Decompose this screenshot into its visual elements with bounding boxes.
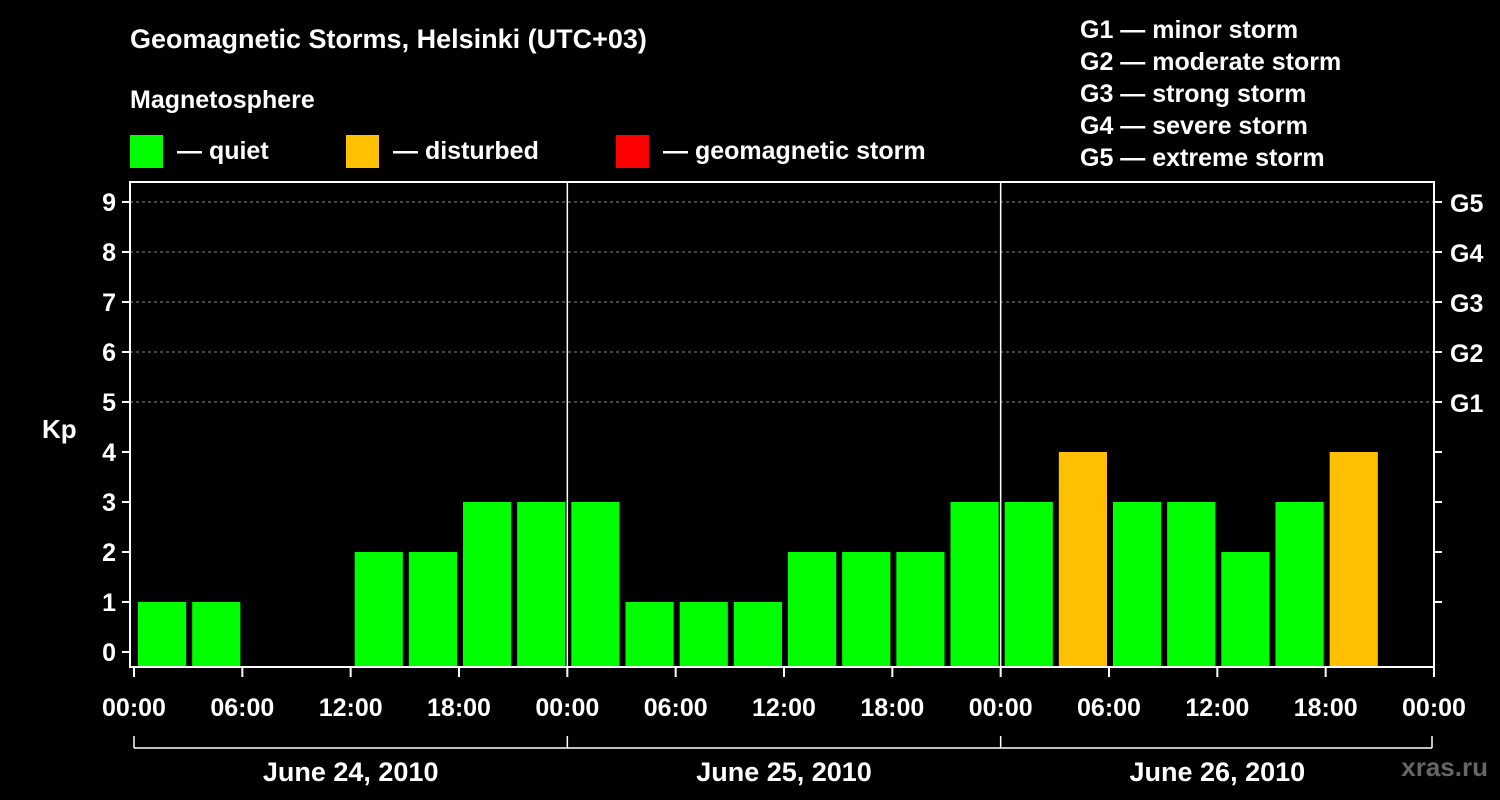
legend-label-disturbed: — disturbed [393,136,539,165]
x-tick-label-3: 18:00 [427,694,491,722]
x-tick-label-12: 00:00 [1402,694,1466,722]
storm-scale-legend: G1 — minor storm G2 — moderate storm G3 … [1080,14,1341,174]
x-tick-label-8: 00:00 [969,694,1033,722]
x-tick-label-7: 18:00 [860,694,924,722]
y-tick-label-4: 4 [102,439,116,467]
plot-frame [129,181,1435,668]
bar-10 [679,602,728,667]
bar-4 [354,552,403,667]
storm-scale-g4: G4 — severe storm [1080,112,1308,140]
bar-13 [842,552,891,667]
y-tick-label-9: 9 [102,189,116,217]
legend-swatch-disturbed [346,134,379,168]
storm-scale-g3: G3 — strong storm [1080,80,1307,108]
y-tick-label-5: 5 [102,389,116,417]
bar-14 [896,552,945,667]
bar-9 [625,602,674,667]
chart-subtitle: Magnetosphere [130,86,315,114]
storm-tick-label-g1: G1 [1450,390,1483,418]
x-tick-label-0: 00:00 [102,694,166,722]
y-tick-label-1: 1 [102,589,116,617]
bar-15 [950,502,999,667]
bar-22 [1329,452,1378,667]
x-tick-label-2: 12:00 [319,694,383,722]
bar-20 [1221,552,1270,667]
chart-title: Geomagnetic Storms, Helsinki (UTC+03) [130,24,647,54]
y-tick-label-7: 7 [102,289,116,317]
bar-18 [1113,502,1162,667]
day-label-2: June 26, 2010 [1130,757,1306,787]
legend-label-quiet: — quiet [177,136,269,165]
storm-scale-g5: G5 — extreme storm [1080,144,1325,172]
storm-tick-label-g4: G4 [1450,240,1483,268]
bar-19 [1167,502,1216,667]
x-tick-label-5: 06:00 [644,694,708,722]
legend-swatch-storm [616,134,649,168]
x-tick-label-4: 00:00 [535,694,599,722]
y-axis-label: Kp [42,414,77,444]
watermark: xras.ru [1401,752,1488,782]
y-tick-label-6: 6 [102,339,116,367]
storm-tick-label-g5: G5 [1450,190,1483,218]
storm-scale-g2: G2 — moderate storm [1080,48,1342,76]
bar-17 [1058,452,1107,667]
bar-1 [192,602,241,667]
legend-swatch-quiet [130,134,163,168]
day-label-1: June 25, 2010 [696,757,872,787]
x-tick-label-1: 06:00 [210,694,274,722]
storm-scale-g1: G1 — minor storm [1080,16,1299,44]
bar-16 [1004,502,1053,667]
x-tick-label-6: 12:00 [752,694,816,722]
x-tick-label-9: 06:00 [1077,694,1141,722]
bar-7 [517,502,566,667]
y-tick-label-2: 2 [102,539,116,567]
bar-0 [138,602,187,667]
storm-tick-label-g2: G2 [1450,340,1483,368]
legend-item-storm: — geomagnetic storm [616,134,926,168]
bar-5 [408,552,457,667]
y-tick-label-0: 0 [102,639,116,667]
x-tick-label-11: 18:00 [1294,694,1358,722]
legend-label-storm: — geomagnetic storm [663,136,926,165]
legend-item-disturbed: — disturbed [346,134,539,168]
y-tick-label-3: 3 [102,489,116,517]
bar-12 [788,552,837,667]
day-label-0: June 24, 2010 [263,757,439,787]
bar-6 [463,502,512,667]
storm-tick-label-g3: G3 [1450,290,1483,318]
x-tick-label-10: 12:00 [1185,694,1249,722]
bar-11 [733,602,782,667]
legend-item-quiet: — quiet [130,134,269,168]
bar-8 [571,502,620,667]
y-tick-label-8: 8 [102,239,116,267]
bar-21 [1275,502,1324,667]
